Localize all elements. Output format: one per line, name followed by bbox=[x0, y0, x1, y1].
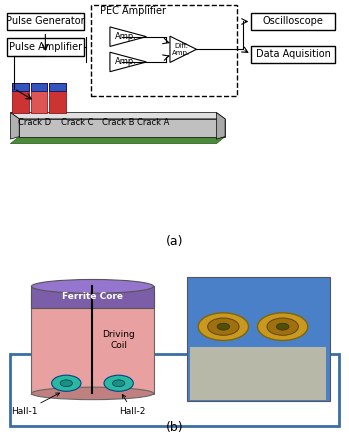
FancyBboxPatch shape bbox=[31, 286, 154, 308]
Text: Oscilloscope: Oscilloscope bbox=[263, 17, 324, 27]
FancyBboxPatch shape bbox=[12, 83, 29, 112]
Text: Pulse Generator: Pulse Generator bbox=[6, 17, 85, 27]
Text: Hall-1: Hall-1 bbox=[11, 393, 60, 416]
FancyBboxPatch shape bbox=[251, 45, 335, 63]
Polygon shape bbox=[10, 136, 225, 143]
Polygon shape bbox=[19, 119, 225, 136]
Text: PEC Amplifier: PEC Amplifier bbox=[99, 7, 166, 17]
Text: Amp.: Amp. bbox=[115, 58, 137, 66]
Ellipse shape bbox=[31, 279, 154, 293]
FancyBboxPatch shape bbox=[190, 347, 326, 399]
Ellipse shape bbox=[31, 387, 154, 400]
Circle shape bbox=[198, 313, 248, 341]
Circle shape bbox=[267, 318, 298, 335]
Polygon shape bbox=[216, 112, 225, 139]
Text: Hall-2: Hall-2 bbox=[119, 395, 146, 416]
Text: Driving
Coil: Driving Coil bbox=[102, 330, 135, 350]
Text: Pulse Amplifier: Pulse Amplifier bbox=[9, 42, 82, 52]
FancyBboxPatch shape bbox=[251, 13, 335, 31]
Text: Crack A: Crack A bbox=[138, 118, 170, 126]
Text: Amp.: Amp. bbox=[172, 50, 191, 56]
Text: (a): (a) bbox=[166, 235, 183, 248]
Circle shape bbox=[52, 375, 81, 391]
Text: Crack B: Crack B bbox=[102, 118, 135, 126]
FancyBboxPatch shape bbox=[49, 83, 66, 112]
Polygon shape bbox=[10, 112, 225, 119]
FancyBboxPatch shape bbox=[7, 38, 84, 56]
Text: Ferrite Core: Ferrite Core bbox=[62, 293, 123, 301]
Circle shape bbox=[217, 323, 230, 330]
Circle shape bbox=[276, 323, 289, 330]
Text: Amp.: Amp. bbox=[115, 32, 137, 41]
FancyBboxPatch shape bbox=[12, 82, 29, 91]
FancyBboxPatch shape bbox=[49, 82, 66, 91]
FancyBboxPatch shape bbox=[31, 83, 47, 112]
Circle shape bbox=[104, 375, 133, 391]
FancyBboxPatch shape bbox=[187, 277, 330, 402]
FancyBboxPatch shape bbox=[31, 82, 47, 91]
FancyBboxPatch shape bbox=[10, 354, 339, 426]
Polygon shape bbox=[10, 112, 19, 139]
Text: Crack C: Crack C bbox=[60, 118, 93, 126]
FancyBboxPatch shape bbox=[31, 292, 154, 394]
Circle shape bbox=[208, 318, 239, 335]
Text: (b): (b) bbox=[166, 421, 183, 434]
Text: Crack D: Crack D bbox=[18, 118, 51, 126]
Circle shape bbox=[60, 380, 73, 387]
FancyBboxPatch shape bbox=[7, 13, 84, 31]
Text: Diff.: Diff. bbox=[174, 43, 188, 48]
Text: Data Aquisition: Data Aquisition bbox=[256, 49, 331, 59]
Circle shape bbox=[258, 313, 308, 341]
Circle shape bbox=[112, 380, 125, 387]
